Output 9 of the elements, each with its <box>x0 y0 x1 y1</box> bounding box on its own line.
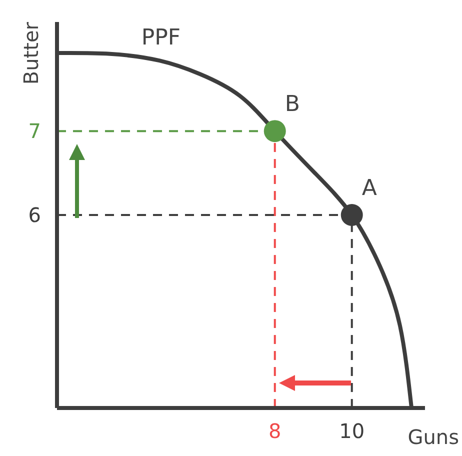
y-axis-title: Butter <box>19 21 43 85</box>
series-label: A <box>362 176 377 201</box>
x-axis-title: Guns <box>408 425 459 449</box>
series-label: PPF <box>141 26 181 51</box>
y-tick-label: 6 <box>28 203 41 227</box>
x-tick-label: 8 <box>268 419 282 443</box>
x-tick-label: 10 <box>339 419 365 443</box>
y-tick-label: 7 <box>28 119 41 144</box>
series-label: B <box>284 92 300 118</box>
